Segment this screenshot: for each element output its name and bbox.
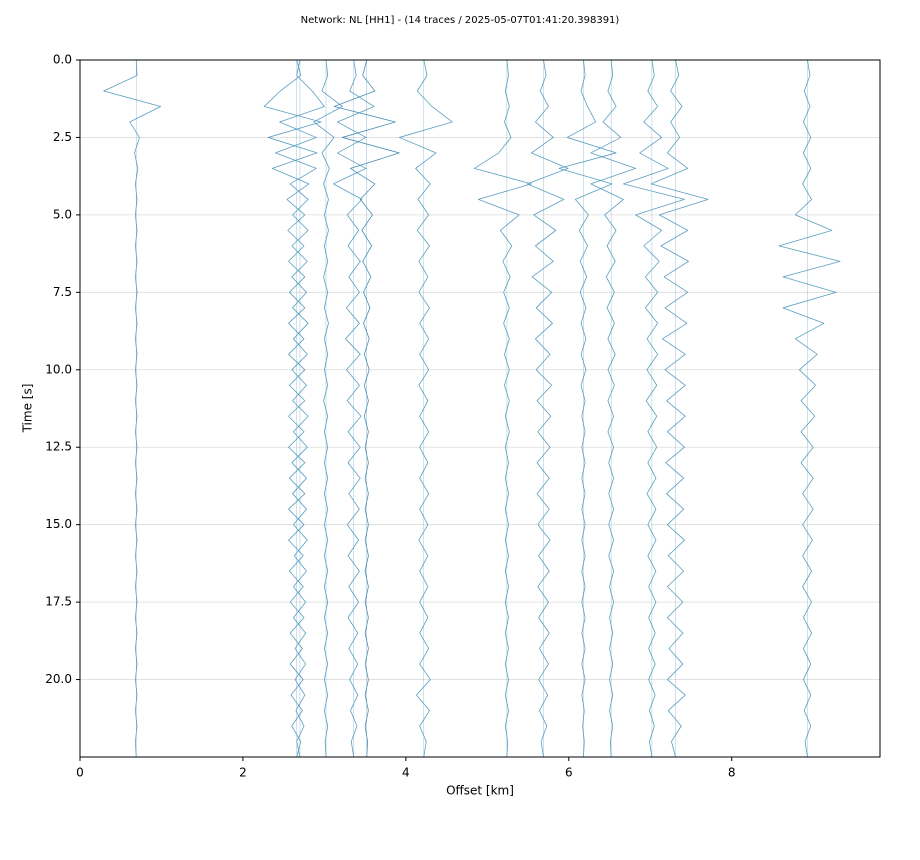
y-tick-label: 17.5 xyxy=(45,595,72,609)
y-tick-label: 15.0 xyxy=(45,517,72,531)
y-axis-label: Time [s] xyxy=(21,384,35,434)
chart-title: Network: NL [HH1] - (14 traces / 2025-05… xyxy=(301,15,620,26)
y-tick-label: 5.0 xyxy=(53,207,72,221)
trace xyxy=(332,59,375,758)
trace xyxy=(650,59,709,758)
y-tick-label: 20.0 xyxy=(45,672,72,686)
trace xyxy=(275,59,325,758)
traces xyxy=(103,59,841,758)
x-tick-label: 4 xyxy=(402,766,410,780)
x-axis-label: Offset [km] xyxy=(446,784,514,798)
x-tick-label: 8 xyxy=(728,766,736,780)
y-tick-label: 10.0 xyxy=(45,362,72,376)
plot-frame xyxy=(79,59,881,758)
x-tick-label: 0 xyxy=(76,766,84,780)
y-tick-label: 7.5 xyxy=(53,285,72,299)
x-tick-label: 6 xyxy=(565,766,573,780)
y-tick-label: 2.5 xyxy=(53,130,72,144)
grid xyxy=(80,59,880,680)
y-tick-label: 0.0 xyxy=(53,53,72,67)
x-tick-label: 2 xyxy=(239,766,247,780)
y-tick-label: 12.5 xyxy=(45,440,72,454)
trace xyxy=(526,59,569,758)
axes: 0.0 2.5 5.0 7.5 10.0 12.5 15.0 17.5 20.0 0 2 4 6 8 xyxy=(45,53,735,780)
